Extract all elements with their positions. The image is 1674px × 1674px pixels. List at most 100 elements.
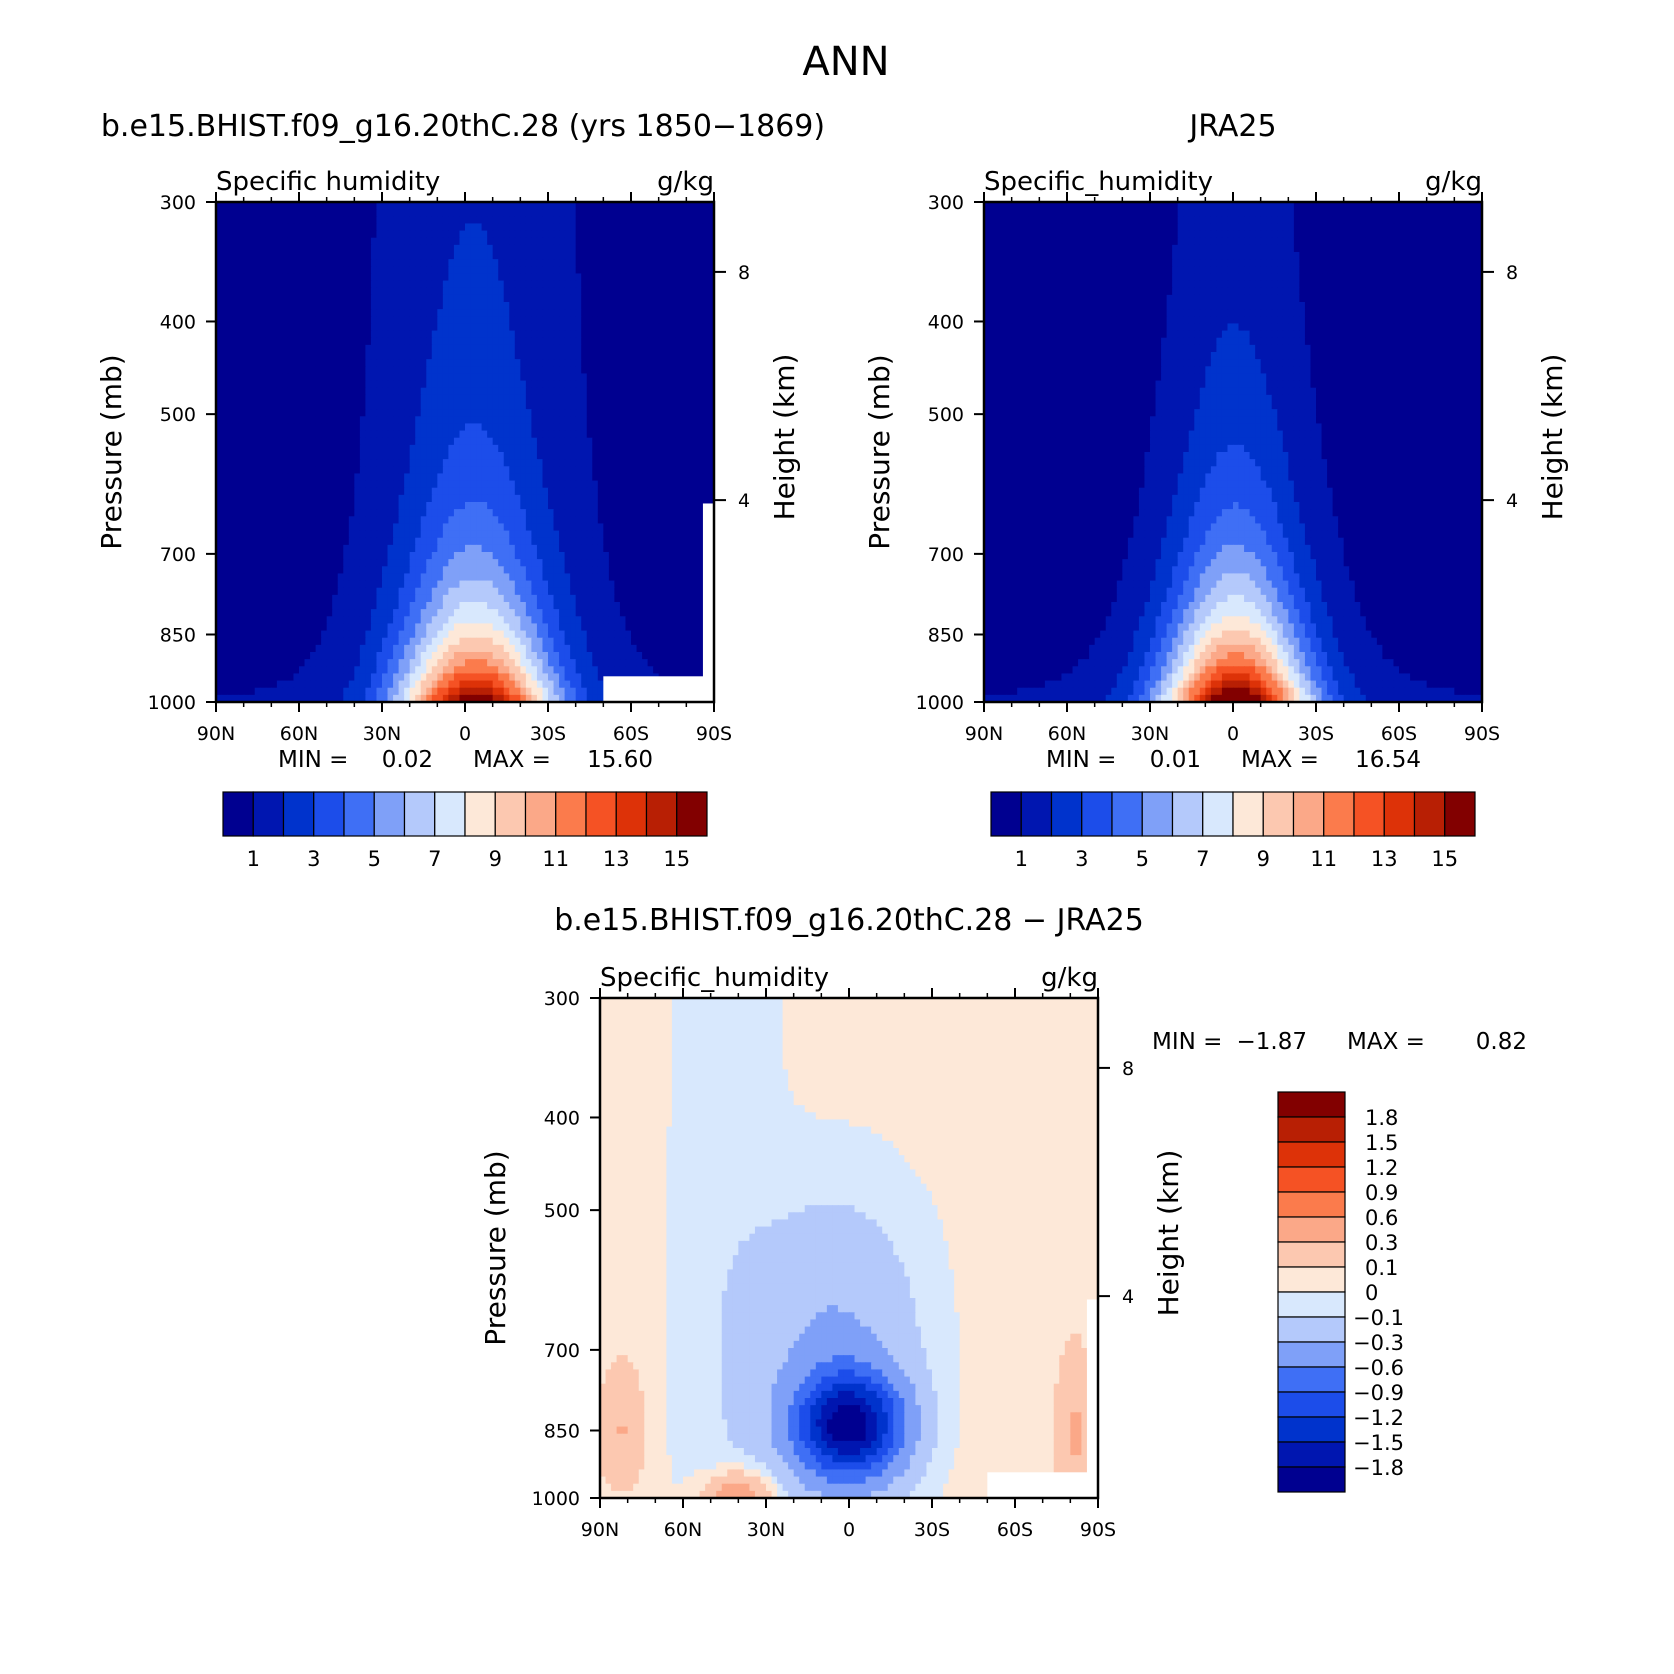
contour-cell bbox=[426, 252, 433, 260]
contour-cell bbox=[691, 309, 698, 317]
contour-cell bbox=[365, 280, 372, 289]
contour-cell bbox=[448, 580, 455, 589]
contour-cell bbox=[614, 509, 621, 517]
contour-cell bbox=[232, 516, 239, 525]
contour-cell bbox=[404, 387, 411, 396]
contour-cell bbox=[293, 223, 300, 232]
contour-cell bbox=[332, 444, 339, 453]
contour-cell bbox=[304, 580, 311, 589]
contour-cell bbox=[536, 394, 544, 403]
contour-cell bbox=[509, 337, 516, 346]
contour-cell bbox=[608, 559, 615, 567]
contour-cell bbox=[370, 523, 378, 532]
contour-cell bbox=[531, 430, 538, 439]
contour-cell bbox=[492, 573, 499, 582]
contour-cell bbox=[559, 452, 566, 460]
contour-cell bbox=[642, 573, 649, 582]
contour-cell bbox=[487, 459, 494, 467]
contour-cell bbox=[542, 209, 549, 217]
contour-cell bbox=[332, 552, 339, 560]
contour-cell bbox=[343, 516, 350, 525]
contour-cell bbox=[520, 323, 527, 332]
contour-cell bbox=[542, 523, 549, 532]
contour-cell bbox=[631, 552, 638, 560]
contour-cell bbox=[487, 452, 494, 460]
contour-cell bbox=[603, 359, 610, 367]
contour-cell bbox=[393, 594, 400, 603]
contour-cell bbox=[437, 587, 444, 596]
contour-cell bbox=[387, 394, 394, 403]
contour-cell bbox=[260, 552, 267, 560]
contour-cell bbox=[597, 459, 604, 467]
contour-cell bbox=[503, 352, 510, 360]
contour-cell bbox=[658, 566, 665, 575]
contour-cell bbox=[691, 430, 698, 439]
contour-cell bbox=[525, 366, 532, 375]
contour-cell bbox=[636, 359, 643, 367]
contour-cell bbox=[658, 444, 665, 453]
contour-cell bbox=[354, 437, 361, 446]
contour-cell bbox=[631, 244, 638, 253]
contour-cell bbox=[370, 487, 378, 496]
contour-cell bbox=[415, 487, 422, 496]
contour-cell bbox=[536, 344, 544, 353]
contour-cell bbox=[232, 230, 239, 239]
contour-cell bbox=[498, 416, 505, 425]
contour-cell bbox=[476, 437, 483, 446]
contour-cell bbox=[393, 437, 400, 446]
contour-cell bbox=[282, 423, 289, 432]
contour-cell bbox=[343, 473, 350, 482]
contour-cell bbox=[227, 280, 234, 289]
contour-cell bbox=[498, 444, 505, 453]
contour-cell bbox=[586, 523, 593, 532]
contour-cell bbox=[553, 502, 560, 510]
contour-cell bbox=[548, 294, 555, 303]
contour-cell bbox=[265, 480, 272, 489]
contour-cell bbox=[376, 466, 383, 475]
contour-cell bbox=[299, 494, 306, 503]
contour-cell bbox=[271, 316, 278, 325]
contour-cell bbox=[465, 409, 472, 417]
contour-cell bbox=[409, 437, 416, 446]
contour-cell bbox=[592, 273, 599, 282]
contour-cell bbox=[592, 387, 599, 396]
contour-cell bbox=[287, 394, 295, 403]
contour-cell bbox=[238, 559, 245, 567]
contour-cell bbox=[592, 537, 599, 546]
contour-cell bbox=[470, 409, 477, 417]
contour-cell bbox=[586, 330, 593, 339]
contour-cell bbox=[647, 516, 654, 525]
contour-cell bbox=[586, 237, 593, 246]
contour-cell bbox=[647, 223, 654, 232]
contour-cell bbox=[691, 552, 698, 560]
contour-cell bbox=[675, 366, 682, 375]
contour-cell bbox=[310, 459, 317, 467]
contour-cell bbox=[271, 337, 278, 346]
contour-cell bbox=[548, 487, 555, 496]
contour-cell bbox=[619, 587, 627, 596]
contour-cell bbox=[343, 544, 350, 553]
contour-cell bbox=[304, 430, 311, 439]
contour-cell bbox=[310, 580, 317, 589]
contour-cell bbox=[642, 530, 649, 539]
contour-cell bbox=[271, 394, 278, 403]
contour-cell bbox=[631, 309, 638, 317]
contour-cell bbox=[669, 359, 676, 367]
contour-cell bbox=[398, 366, 405, 375]
contour-cell bbox=[359, 566, 366, 575]
contour-cell bbox=[221, 473, 228, 482]
contour-cell bbox=[453, 544, 461, 553]
contour-cell bbox=[337, 437, 344, 446]
contour-cell bbox=[525, 580, 532, 589]
contour-field bbox=[216, 202, 715, 703]
contour-cell bbox=[669, 566, 676, 575]
contour-cell bbox=[238, 430, 245, 439]
contour-cell bbox=[625, 559, 632, 567]
contour-cell bbox=[448, 530, 455, 539]
contour-cell bbox=[476, 523, 483, 532]
contour-cell bbox=[658, 416, 665, 425]
contour-cell bbox=[393, 237, 400, 246]
contour-cell bbox=[503, 437, 510, 446]
contour-cell bbox=[708, 402, 715, 410]
contour-cell bbox=[542, 402, 549, 410]
